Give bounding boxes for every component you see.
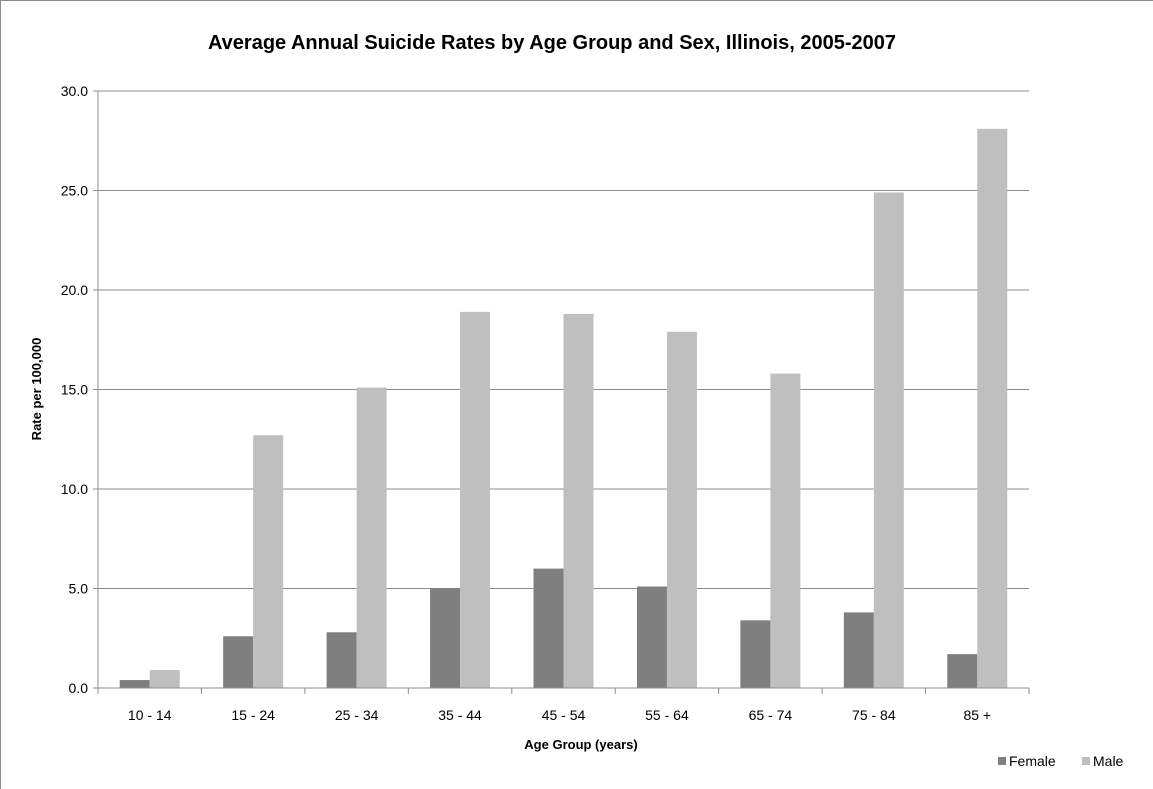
bar-female bbox=[430, 588, 461, 688]
bar-male bbox=[977, 128, 1008, 688]
bar-male bbox=[873, 192, 904, 689]
y-tick-label: 10.0 bbox=[61, 481, 88, 497]
y-axis-label: Rate per 100,000 bbox=[29, 338, 44, 441]
x-tick-label: 85 + bbox=[963, 707, 991, 723]
x-axis: 10 - 14 15 - 24 25 - 34 35 - 44 45 - 54 55 - … bbox=[97, 91, 1030, 723]
x-tick-label: 25 - 34 bbox=[335, 707, 379, 723]
x-tick-label: 35 - 44 bbox=[438, 707, 482, 723]
bar-male bbox=[770, 373, 801, 688]
bar-male bbox=[563, 313, 594, 688]
bar-female bbox=[119, 680, 150, 688]
legend-swatch-female bbox=[998, 757, 1006, 765]
y-tick-label: 5.0 bbox=[69, 581, 89, 597]
x-tick-label: 45 - 54 bbox=[542, 707, 586, 723]
x-tick-label: 15 - 24 bbox=[231, 707, 275, 723]
y-tick-label: 30.0 bbox=[61, 83, 88, 99]
bar-male bbox=[253, 435, 284, 688]
bar-female bbox=[636, 586, 667, 688]
legend-label-female: Female bbox=[1009, 753, 1056, 769]
bar-female bbox=[223, 636, 254, 688]
y-tick-label: 20.0 bbox=[61, 282, 88, 298]
bar-female bbox=[740, 620, 771, 688]
x-tick-label: 75 - 84 bbox=[852, 707, 896, 723]
bar-female bbox=[533, 568, 564, 688]
bar-male bbox=[149, 670, 180, 688]
bar-female bbox=[843, 612, 874, 688]
x-tick-label: 65 - 74 bbox=[749, 707, 793, 723]
x-tick-label: 55 - 64 bbox=[645, 707, 689, 723]
bar-male bbox=[356, 387, 387, 688]
x-axis-label: Age Group (years) bbox=[524, 737, 637, 752]
y-tick-label: 0.0 bbox=[69, 680, 89, 696]
legend-swatch-male bbox=[1082, 757, 1090, 765]
chart-title: Average Annual Suicide Rates by Age Grou… bbox=[208, 32, 896, 54]
legend: Female Male bbox=[998, 753, 1124, 769]
bar-male bbox=[460, 311, 491, 688]
bar-female bbox=[947, 654, 978, 688]
bars bbox=[119, 128, 1008, 689]
x-tick-label: 10 - 14 bbox=[128, 707, 172, 723]
y-tick-label: 25.0 bbox=[61, 183, 88, 199]
bar-female bbox=[326, 632, 357, 688]
y-tick-label: 15.0 bbox=[61, 382, 88, 398]
legend-label-male: Male bbox=[1093, 753, 1124, 769]
bar-male bbox=[666, 331, 697, 688]
y-axis-ticks: 0.0 5.0 10.0 15.0 20.0 25.0 30.0 bbox=[61, 83, 98, 696]
